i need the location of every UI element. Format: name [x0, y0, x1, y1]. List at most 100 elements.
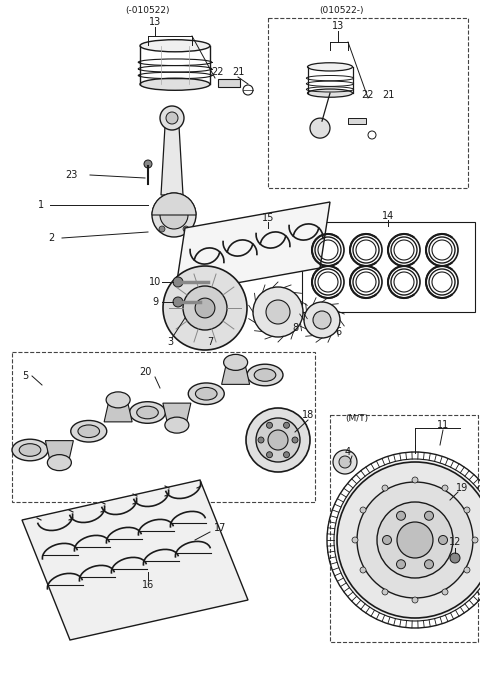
Text: 15: 15 — [262, 213, 274, 223]
Circle shape — [266, 452, 273, 458]
Circle shape — [144, 160, 152, 168]
Circle shape — [284, 422, 289, 429]
Ellipse shape — [195, 387, 217, 400]
Circle shape — [173, 297, 183, 307]
Circle shape — [253, 287, 303, 337]
Circle shape — [383, 536, 392, 544]
Circle shape — [360, 567, 366, 573]
Ellipse shape — [137, 406, 158, 419]
Ellipse shape — [78, 425, 99, 437]
Circle shape — [163, 266, 247, 350]
Text: 10: 10 — [149, 277, 161, 287]
Ellipse shape — [48, 455, 72, 471]
Bar — [348, 118, 366, 124]
Text: 23: 23 — [65, 170, 77, 180]
Circle shape — [284, 452, 289, 458]
Polygon shape — [163, 403, 191, 420]
Polygon shape — [175, 202, 330, 294]
Circle shape — [313, 311, 331, 329]
Ellipse shape — [188, 383, 224, 405]
Text: 14: 14 — [382, 211, 394, 221]
Circle shape — [396, 511, 406, 520]
Polygon shape — [104, 404, 132, 422]
Circle shape — [173, 277, 183, 287]
Text: 16: 16 — [142, 580, 154, 590]
Text: 6: 6 — [335, 327, 341, 337]
Text: 5: 5 — [22, 371, 28, 381]
Circle shape — [160, 106, 184, 130]
Circle shape — [152, 193, 196, 237]
Circle shape — [333, 450, 357, 474]
Circle shape — [360, 507, 366, 513]
Circle shape — [424, 560, 433, 569]
Bar — [302, 222, 475, 312]
Circle shape — [412, 477, 418, 483]
Text: 21: 21 — [382, 90, 394, 100]
Ellipse shape — [308, 89, 352, 97]
Bar — [330, 415, 478, 642]
Circle shape — [183, 286, 227, 330]
Text: 20: 20 — [139, 367, 151, 377]
Text: 22: 22 — [362, 90, 374, 100]
Circle shape — [310, 118, 330, 138]
Circle shape — [464, 507, 470, 513]
Circle shape — [183, 226, 189, 232]
Ellipse shape — [308, 63, 352, 71]
Ellipse shape — [165, 417, 189, 433]
Text: 12: 12 — [449, 537, 461, 547]
Bar — [268, 18, 468, 188]
Circle shape — [464, 567, 470, 573]
Circle shape — [160, 201, 188, 229]
Circle shape — [268, 430, 288, 450]
Circle shape — [352, 537, 358, 543]
Text: 3: 3 — [167, 337, 173, 347]
Text: 8: 8 — [292, 323, 298, 333]
Text: (010522-): (010522-) — [320, 5, 364, 14]
Ellipse shape — [12, 439, 48, 461]
Ellipse shape — [254, 369, 276, 381]
Text: 11: 11 — [437, 420, 449, 430]
Text: 17: 17 — [214, 523, 226, 533]
Text: 18: 18 — [302, 410, 314, 420]
Circle shape — [357, 482, 473, 598]
Circle shape — [258, 437, 264, 443]
Circle shape — [397, 522, 433, 558]
Circle shape — [472, 537, 478, 543]
Circle shape — [195, 298, 215, 318]
Circle shape — [266, 300, 290, 324]
Ellipse shape — [247, 364, 283, 386]
Text: 2: 2 — [48, 233, 54, 243]
Bar — [218, 79, 240, 87]
Circle shape — [396, 560, 406, 569]
Text: 4: 4 — [345, 447, 351, 457]
Text: 13: 13 — [332, 21, 344, 31]
Circle shape — [412, 597, 418, 603]
Text: 1: 1 — [38, 200, 44, 210]
Circle shape — [442, 589, 448, 595]
Text: (-010522): (-010522) — [126, 5, 170, 14]
Text: 9: 9 — [152, 297, 158, 307]
Circle shape — [256, 418, 300, 462]
Circle shape — [266, 422, 273, 429]
Circle shape — [334, 459, 480, 621]
Polygon shape — [161, 126, 183, 195]
Ellipse shape — [106, 392, 130, 408]
Wedge shape — [152, 193, 196, 215]
Circle shape — [159, 226, 165, 232]
Circle shape — [339, 456, 351, 468]
Polygon shape — [46, 441, 73, 458]
Ellipse shape — [71, 420, 107, 442]
Circle shape — [166, 112, 178, 124]
Circle shape — [424, 511, 433, 520]
Ellipse shape — [19, 443, 41, 456]
Bar — [12, 352, 315, 502]
Circle shape — [382, 589, 388, 595]
Text: 7: 7 — [207, 337, 213, 347]
Circle shape — [450, 553, 460, 563]
Text: 13: 13 — [149, 17, 161, 27]
Ellipse shape — [130, 401, 166, 423]
Circle shape — [246, 408, 310, 472]
Polygon shape — [22, 480, 248, 640]
Circle shape — [439, 536, 447, 544]
Circle shape — [377, 502, 453, 578]
